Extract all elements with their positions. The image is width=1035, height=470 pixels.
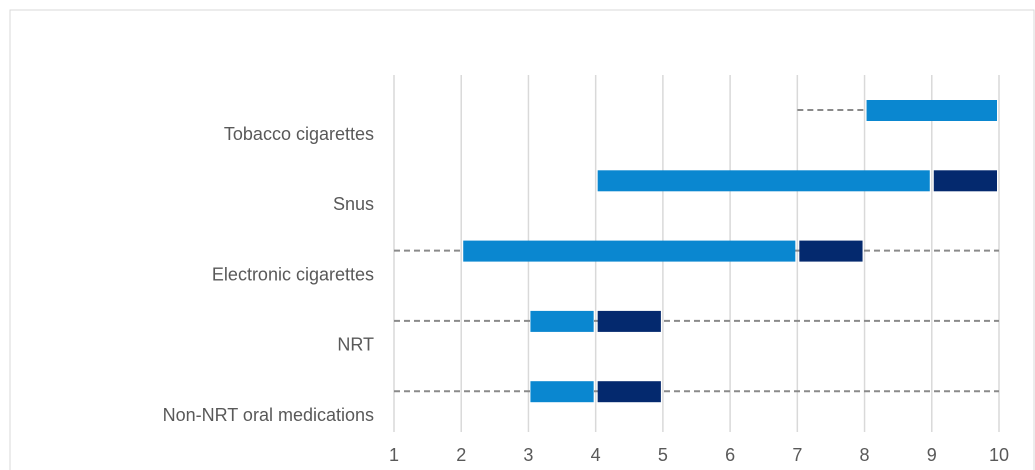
bar — [463, 240, 796, 262]
chart-frame — [9, 9, 1035, 470]
x-tick-label: 9 — [927, 445, 937, 465]
x-tick-label: 5 — [658, 445, 668, 465]
x-tick-label: 7 — [792, 445, 802, 465]
category-label: Non-NRT oral medications — [163, 405, 374, 425]
category-label: Snus — [333, 194, 374, 214]
x-tick-label: 4 — [591, 445, 601, 465]
bar — [597, 170, 930, 192]
bar — [597, 310, 661, 332]
bar — [597, 381, 661, 403]
x-tick-label: 10 — [989, 445, 1009, 465]
bar — [933, 170, 997, 192]
x-tick-label: 2 — [456, 445, 466, 465]
bar — [866, 100, 997, 121]
x-tick-label: 8 — [860, 445, 870, 465]
x-tick-label: 6 — [725, 445, 735, 465]
bar — [799, 240, 863, 262]
x-tick-label: 1 — [389, 445, 399, 465]
bar — [530, 310, 594, 332]
category-label: Electronic cigarettes — [212, 264, 374, 284]
x-tick-label: 3 — [523, 445, 533, 465]
category-label: Tobacco cigarettes — [224, 124, 374, 144]
bar — [530, 381, 594, 403]
category-label: NRT — [337, 335, 374, 355]
